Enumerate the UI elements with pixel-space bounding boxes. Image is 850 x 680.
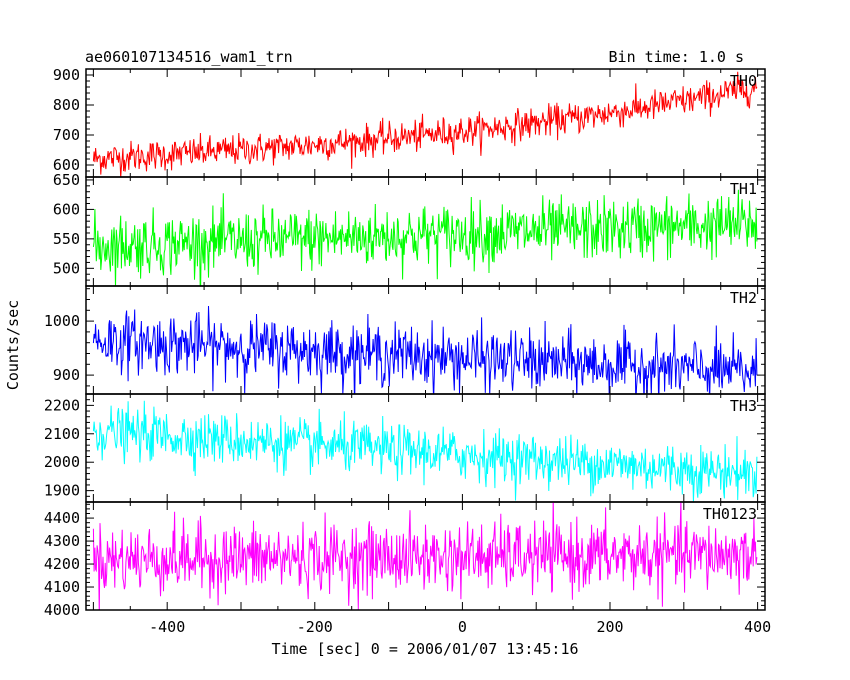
y-tick-label: 800 (53, 96, 80, 114)
x-tick-label: -200 (297, 618, 333, 636)
panel-th2: 900 1000 TH2 (44, 285, 766, 395)
x-tick-label: 0 (458, 618, 467, 636)
series-th0123 (92, 502, 758, 610)
y-tick-label: 900 (53, 66, 80, 84)
panel-label: TH0 (730, 72, 757, 90)
panel-label: TH0123 (703, 505, 757, 523)
y-tick-label: 4400 (44, 509, 80, 527)
panel-th1: 500 550 600 650 TH1 (53, 171, 766, 287)
y-axis-label: Counts/sec (4, 300, 22, 390)
y-tick-label: 4300 (44, 532, 80, 550)
panel-frame (85, 68, 766, 178)
y-tick-label: 900 (53, 366, 80, 384)
series-th2 (92, 305, 758, 394)
y-tick-label: 550 (53, 230, 80, 248)
panel-label: TH3 (730, 397, 757, 415)
x-axis-label: Time [sec] 0 = 2006/01/07 13:45:16 (271, 640, 578, 658)
series-th3 (92, 400, 758, 502)
y-tick-label: 600 (53, 200, 80, 218)
panel-th0: 600 700 800 900 TH0 (53, 66, 766, 178)
y-tick-label: 2100 (44, 425, 80, 443)
y-tick-label: 4200 (44, 555, 80, 573)
panel-label: TH2 (730, 289, 757, 307)
y-tick-label: 4000 (44, 601, 80, 619)
y-tick-label: 600 (53, 156, 80, 174)
series-th1 (92, 189, 758, 286)
y-tick-label: 1000 (44, 312, 80, 330)
y-tick-label: 4100 (44, 578, 80, 596)
x-tick-labels: -400 -200 0 200 400 (149, 618, 771, 636)
y-tick-label: 2200 (44, 396, 80, 414)
panel-th0123: 4000 4100 4200 4300 4400 TH0123 (44, 501, 766, 619)
series-th0 (92, 71, 758, 177)
x-tick-label: -400 (149, 618, 185, 636)
observation-id-label: ae060107134516_wam1_trn (85, 48, 293, 66)
panel-th3: 1900 2000 2100 2200 TH3 (44, 393, 766, 503)
y-tick-label: 500 (53, 259, 80, 277)
bin-time-label: Bin time: 1.0 s (609, 48, 744, 66)
x-tick-label: 200 (596, 618, 623, 636)
y-tick-label: 650 (53, 171, 80, 189)
y-tick-label: 700 (53, 126, 80, 144)
y-tick-label: 1900 (44, 482, 80, 500)
panel-label: TH1 (730, 180, 757, 198)
y-tick-label: 2000 (44, 453, 80, 471)
x-tick-label: 400 (744, 618, 771, 636)
